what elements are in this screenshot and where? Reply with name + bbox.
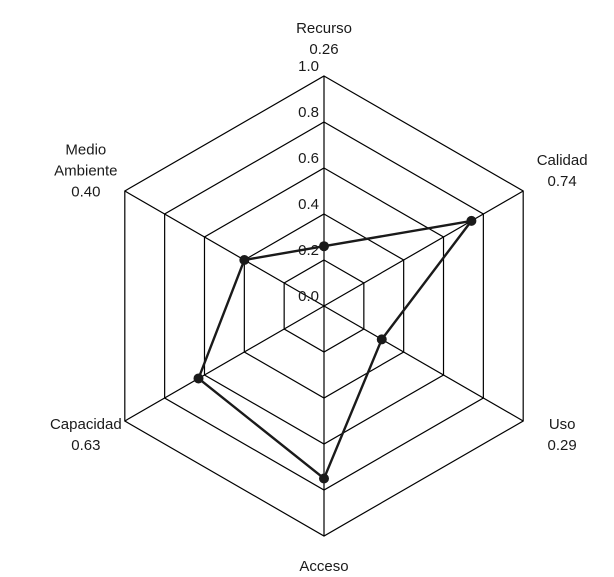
axis-value: 0.29 <box>548 437 577 454</box>
axis-name: Calidad <box>537 152 588 169</box>
axis-name: Ambiente <box>54 163 117 180</box>
data-point <box>376 334 387 345</box>
tick-label: 0.8 <box>298 104 319 121</box>
spoke-2 <box>323 305 524 422</box>
tick-label: 0.2 <box>298 242 319 259</box>
data-point <box>239 255 250 265</box>
axis-label: Uso 0.29 <box>548 416 577 454</box>
axis-name: Recurso <box>296 20 352 37</box>
axis-label: Calidad 0.74 <box>537 152 588 190</box>
data-point <box>319 241 329 252</box>
axis-label: Recurso 0.26 <box>296 20 352 58</box>
axis-label: Medio Ambiente 0.40 <box>54 142 117 201</box>
data-point <box>193 373 204 384</box>
axis-name: Uso <box>549 416 576 433</box>
tick-label: 0.4 <box>298 196 319 213</box>
grid-layer <box>124 75 524 537</box>
axis-name: Capacidad <box>50 416 122 433</box>
axis-labels: Recurso 0.26 Calidad 0.74 Uso 0.29 Acceso0.75 C… <box>50 20 588 575</box>
tick-label: 0.6 <box>298 150 319 167</box>
spoke-5 <box>124 190 325 307</box>
data-point <box>319 473 329 484</box>
axis-name: Medio <box>65 142 106 159</box>
spoke-4 <box>124 305 325 422</box>
axis-value: 0.74 <box>548 173 577 190</box>
axis-value: 0.26 <box>309 41 338 58</box>
spoke-1 <box>323 190 524 307</box>
tick-labels: 0.0 0.2 0.4 0.6 0.8 1.0 <box>298 58 319 305</box>
tick-label: 1.0 <box>298 58 319 75</box>
axis-label: Capacidad 0.63 <box>50 416 122 454</box>
axis-value: 0.40 <box>71 184 100 201</box>
data-point <box>466 215 477 226</box>
series-layer <box>193 215 477 484</box>
tick-label: 0.0 <box>298 288 319 305</box>
axis-value: 0.63 <box>71 437 100 454</box>
axis-name: Acceso <box>299 558 348 575</box>
axis-label: Acceso0.75 <box>299 558 348 575</box>
